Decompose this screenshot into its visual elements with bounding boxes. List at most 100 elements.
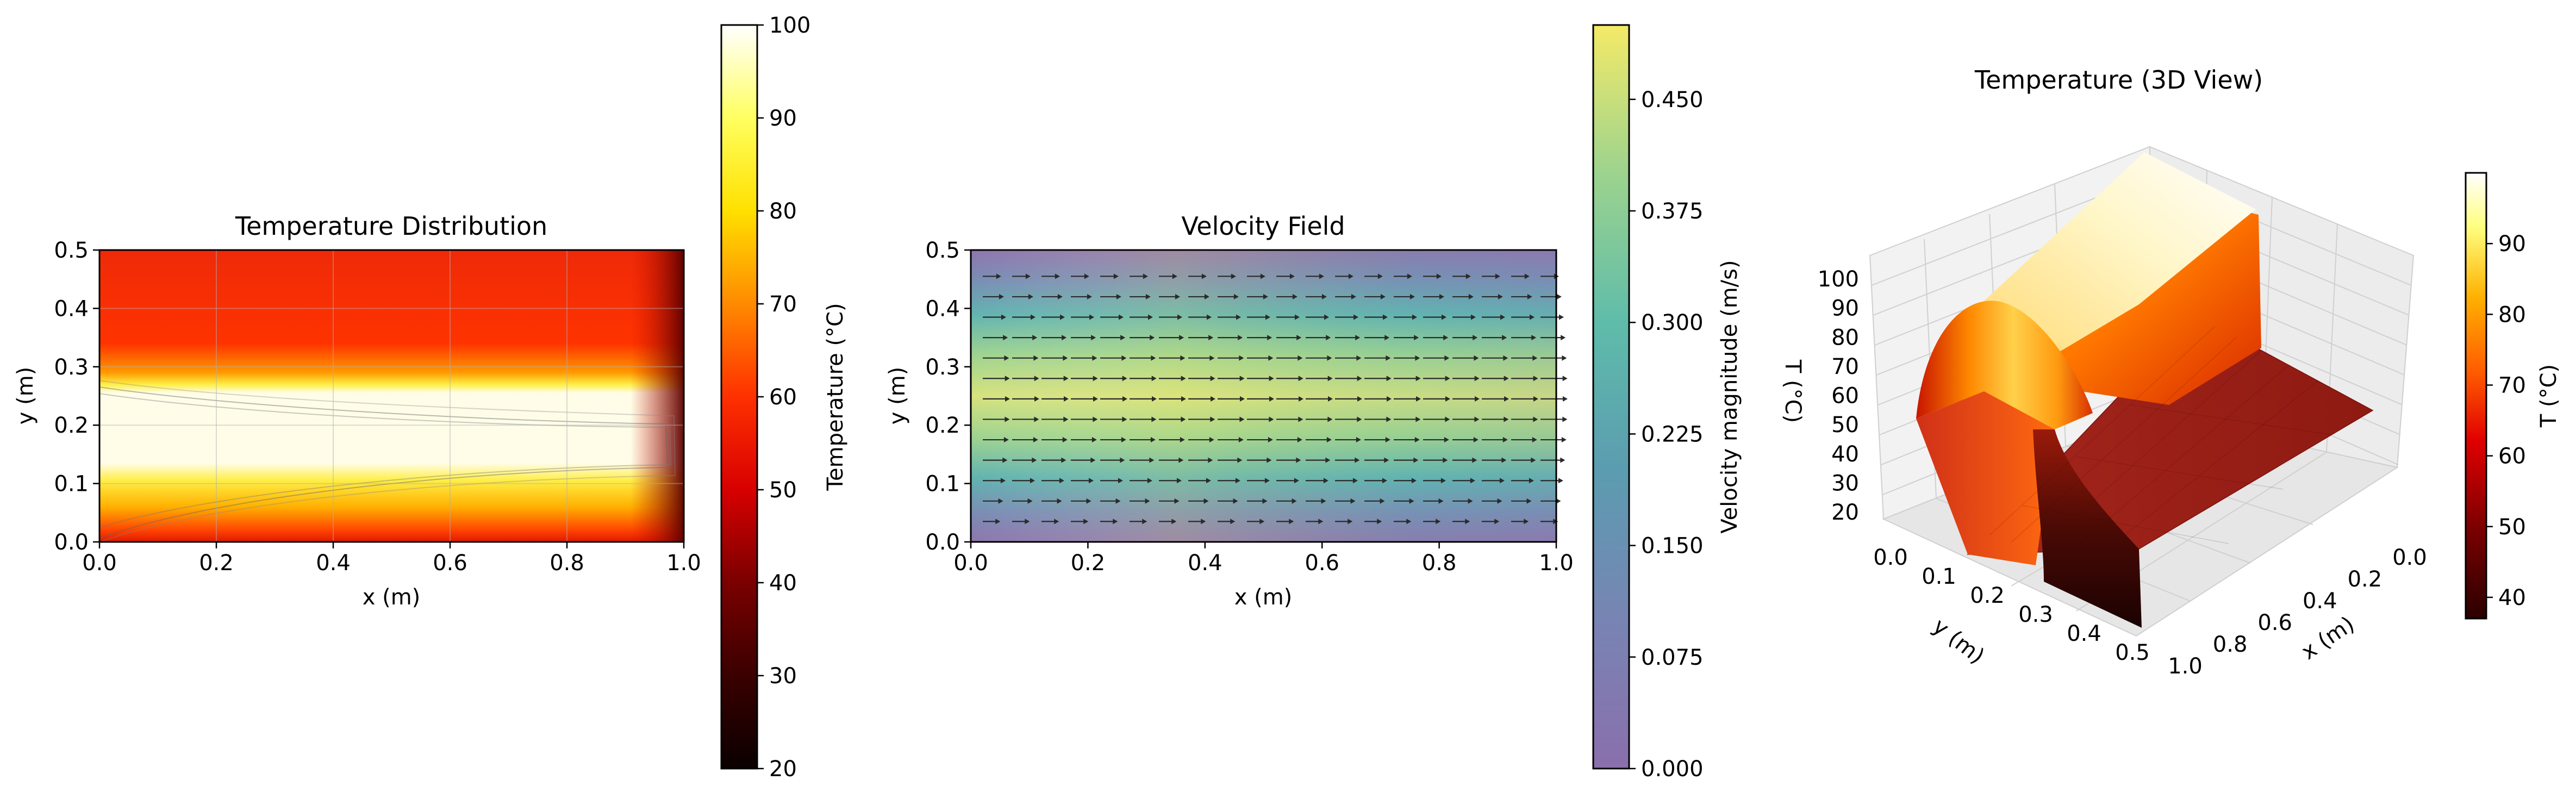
velocity-arrowhead <box>1465 273 1471 279</box>
velocity-arrowhead <box>1559 314 1564 320</box>
velocity-arrowhead <box>1151 396 1157 402</box>
velocity-arrowhead <box>1151 376 1157 382</box>
colorbar-tick-label: 80 <box>769 199 797 224</box>
z-tick-label: 80 <box>1831 325 1859 350</box>
velocity-arrowhead <box>1210 396 1215 402</box>
velocity-arrowhead <box>1415 355 1420 361</box>
y-tick-label: 0.5 <box>54 238 89 263</box>
z-tick-label: 40 <box>1831 442 1859 467</box>
x-tick-label: 0.6 <box>2257 610 2292 635</box>
velocity-arrowhead <box>1468 498 1473 504</box>
velocity-arrowhead <box>1524 519 1529 525</box>
velocity-arrowhead <box>1175 294 1180 299</box>
temperature-cold-wall <box>631 250 684 542</box>
y-tick-label: 0.0 <box>1873 545 1908 570</box>
velocity-arrowhead <box>1436 519 1441 525</box>
surface-left-skirt <box>1916 391 2055 565</box>
velocity-arrowhead <box>1260 273 1265 279</box>
velocity-arrowhead <box>1470 478 1475 484</box>
velocity-arrowhead <box>1319 273 1324 279</box>
velocity-arrowhead <box>1377 519 1382 525</box>
temperature-colorbar-ticks: 20 30 40 50 60 70 80 90 100 <box>757 13 810 782</box>
y-tick-label: 0.1 <box>54 472 89 497</box>
x-tick-label: 0.0 <box>953 551 988 576</box>
velocity-arrowhead <box>1442 314 1447 320</box>
velocity-arrowhead <box>1269 416 1274 422</box>
velocity-arrowhead <box>1150 437 1156 443</box>
velocity-arrowhead <box>1032 335 1038 341</box>
y-tick-label: 0.1 <box>925 472 960 497</box>
velocity-arrowhead <box>1468 294 1474 299</box>
velocity-arrowhead <box>1406 519 1412 525</box>
velocity-arrowhead <box>1502 437 1508 443</box>
velocity-arrowhead <box>1348 273 1354 279</box>
velocity-arrowhead <box>1562 355 1567 361</box>
velocity-arrowhead <box>1201 519 1206 525</box>
surface-y-ticks: 0.0 0.1 0.2 0.3 0.4 0.5 <box>1873 545 2150 665</box>
velocity-arrowhead <box>1356 437 1361 443</box>
y-tick-label: 0.4 <box>2067 621 2101 646</box>
velocity-arrowhead <box>1556 294 1562 299</box>
velocity-arrowhead <box>1325 457 1331 463</box>
velocity-arrowhead <box>1236 314 1242 320</box>
velocity-arrowhead <box>1055 273 1060 279</box>
velocity-arrowhead <box>1504 416 1509 422</box>
velocity-arrowhead <box>1348 519 1353 525</box>
velocity-arrowhead <box>1384 335 1390 341</box>
velocity-arrowhead <box>1120 335 1126 341</box>
temperature-isotherm <box>99 380 676 542</box>
velocity-arrowhead <box>1034 416 1039 422</box>
velocity-arrowhead <box>1499 478 1505 484</box>
velocity-arrowhead <box>1327 376 1333 382</box>
velocity-arrowhead <box>1062 335 1067 341</box>
temperature-y-ticks: 0.0 0.1 0.2 0.3 0.4 0.5 <box>54 238 99 555</box>
velocity-plot-area <box>970 249 1568 543</box>
x-tick-label: 0.2 <box>199 551 234 576</box>
velocity-arrowhead <box>1084 273 1089 279</box>
velocity-arrowhead <box>1356 355 1362 361</box>
temperature-title: Temperature Distribution <box>235 211 547 241</box>
velocity-arrowhead <box>1149 457 1155 463</box>
temperature-plot-area <box>98 249 685 543</box>
velocity-arrowhead <box>1148 314 1153 320</box>
x-tick-label: 0.4 <box>2303 589 2337 614</box>
velocity-arrowhead <box>1380 498 1385 504</box>
velocity-arrowhead <box>1210 416 1215 422</box>
velocity-arrowhead <box>1269 376 1274 382</box>
temperature-grid <box>99 250 684 542</box>
velocity-arrowhead <box>1093 376 1098 382</box>
velocity-arrowhead <box>1174 498 1180 504</box>
velocity-arrowhead <box>1145 294 1151 299</box>
velocity-arrowhead <box>1151 355 1156 361</box>
velocity-arrowhead <box>1061 457 1066 463</box>
velocity-arrowhead <box>1495 273 1500 279</box>
y-tick-label: 0.3 <box>54 355 89 380</box>
colorbar-tick-label: 0.450 <box>1641 88 1704 113</box>
velocity-arrowhead <box>1264 478 1270 484</box>
y-tick-label: 0.3 <box>2018 602 2053 627</box>
velocity-arrowhead <box>1206 478 1211 484</box>
y-tick-label: 0.5 <box>2115 640 2150 665</box>
velocity-arrowhead <box>1298 376 1303 382</box>
colorbar-tick-label: 70 <box>769 292 797 317</box>
velocity-colorbar-ticks: 0.000 0.075 0.150 0.225 0.300 0.375 0.450 <box>1629 88 1704 782</box>
velocity-arrowhead <box>1318 519 1324 525</box>
temperature-colorbar-scale <box>720 24 758 770</box>
velocity-arrowhead <box>1355 457 1360 463</box>
velocity-arrowhead <box>1445 376 1450 382</box>
velocity-y-label: y (m) <box>885 367 910 425</box>
velocity-arrowhead <box>1088 478 1094 484</box>
velocity-arrowhead <box>1003 437 1009 443</box>
velocity-arrowhead <box>1384 457 1389 463</box>
surface-z-label: T (°C) <box>1780 359 1805 423</box>
surface-colorbar-label: T (°C) <box>2536 364 2561 428</box>
velocity-arrowhead <box>1321 498 1326 504</box>
colorbar-tick-label: 0.000 <box>1641 757 1704 782</box>
velocity-arrowhead <box>1093 396 1098 402</box>
z-tick-label: 30 <box>1831 471 1859 496</box>
x-tick-label: 1.0 <box>2168 654 2203 679</box>
velocity-arrowhead <box>1386 376 1392 382</box>
velocity-arrowhead <box>1532 437 1537 443</box>
velocity-arrowhead <box>1030 478 1035 484</box>
velocity-arrowhead <box>1143 273 1148 279</box>
